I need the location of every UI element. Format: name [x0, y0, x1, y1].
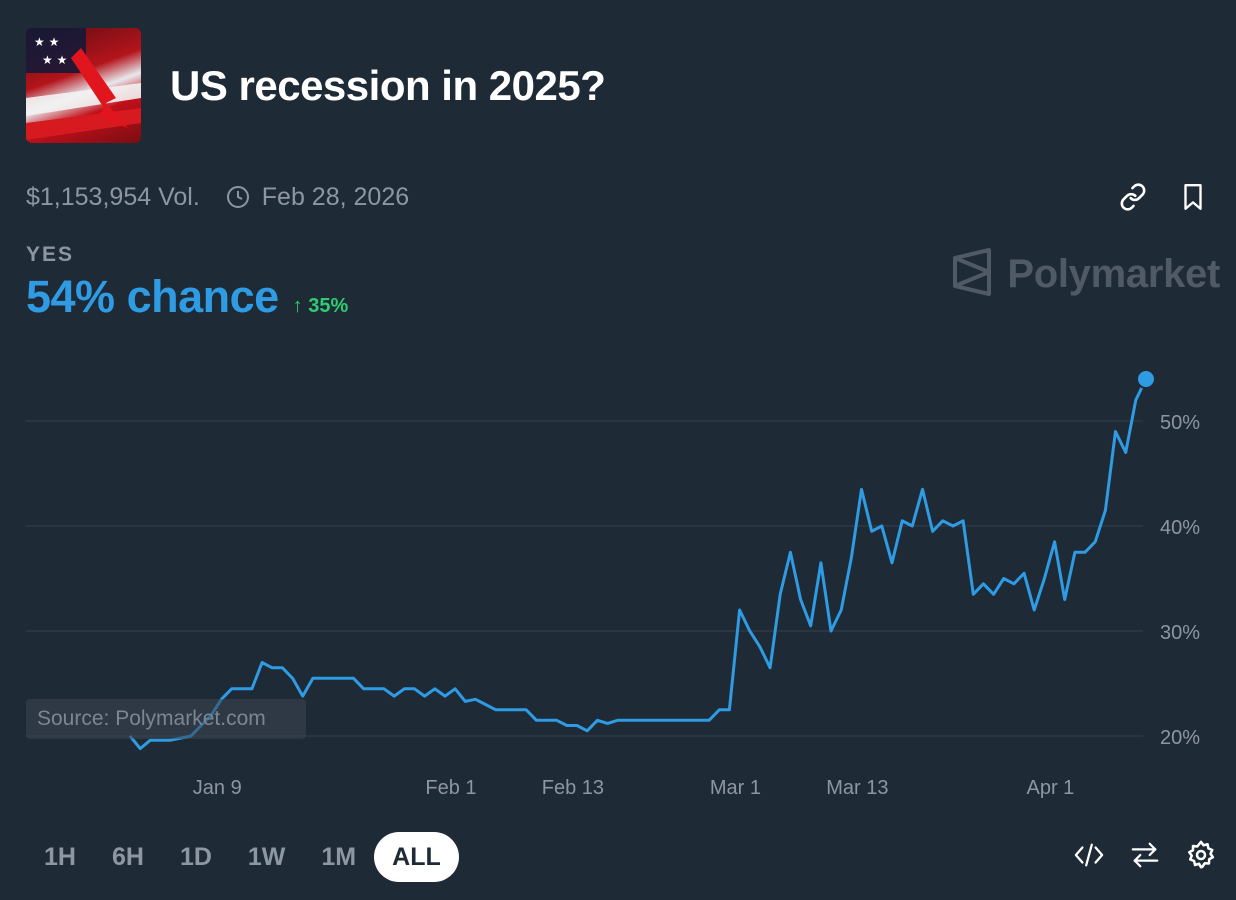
chance-row: 54% chance ↑ 35% [26, 271, 348, 323]
source-label: Source: Polymarket.com [26, 699, 306, 739]
price-chart[interactable]: 20% 30% 40% 50% Jan 9 Feb 1 Feb 13 Mar 1 Mar 13 A… [0, 340, 1236, 810]
x-tick-label: Apr 1 [1026, 777, 1074, 799]
polymarket-logo-icon [951, 248, 993, 301]
series-line-yes [128, 378, 1148, 751]
bottom-actions [1074, 838, 1216, 872]
range-button-all[interactable]: ALL [374, 832, 459, 882]
svg-text:★ ★: ★ ★ [42, 53, 67, 67]
x-tick-label: Mar 1 [710, 777, 761, 799]
range-button-1h[interactable]: 1H [44, 842, 76, 871]
brand-name: Polymarket [1007, 252, 1220, 296]
x-tick-label: Jan 9 [193, 777, 242, 799]
range-button-1m[interactable]: 1M [321, 842, 357, 871]
range-button-1d[interactable]: 1D [179, 842, 212, 871]
swap-arrows-icon[interactable] [1130, 838, 1160, 872]
delta-value: 35% [308, 295, 349, 317]
x-tick-label: Mar 13 [826, 777, 888, 799]
y-tick-label: 40% [1160, 517, 1200, 539]
svg-text:★ ★: ★ ★ [34, 35, 59, 49]
y-tick-label: 30% [1160, 622, 1200, 644]
market-thumbnail: ★ ★ ★ ★ [26, 28, 141, 143]
gear-icon[interactable] [1186, 838, 1216, 872]
brand-watermark: Polymarket [951, 248, 1220, 301]
link-icon[interactable] [1118, 180, 1148, 214]
x-tick-label: Feb 1 [425, 777, 476, 799]
time-range-selector: 1H 6H 1D 1W 1M ALL [26, 832, 459, 882]
x-tick-label: Feb 13 [542, 777, 604, 799]
arrow-up-icon: ↑ [292, 295, 309, 317]
outcome-label: YES [26, 243, 75, 266]
end-date-text: Feb 28, 2026 [261, 182, 410, 211]
range-button-6h[interactable]: 6H [111, 842, 144, 871]
chance-delta: ↑ 35% [293, 295, 349, 318]
volume-text: $1,153,954 Vol. [26, 182, 200, 211]
bookmark-icon[interactable] [1178, 180, 1208, 214]
clock-icon [226, 185, 250, 209]
embed-code-icon[interactable] [1074, 838, 1104, 872]
market-meta: $1,153,954 Vol. Feb 28, 2026 [26, 180, 409, 214]
current-value-point [1136, 369, 1156, 389]
y-tick-label: 20% [1160, 727, 1200, 749]
range-button-1w[interactable]: 1W [247, 842, 286, 871]
chance-text: 54% chance [26, 271, 279, 322]
y-tick-label: 50% [1160, 412, 1200, 434]
market-title: US recession in 2025? [170, 62, 606, 109]
top-actions [1118, 180, 1208, 214]
